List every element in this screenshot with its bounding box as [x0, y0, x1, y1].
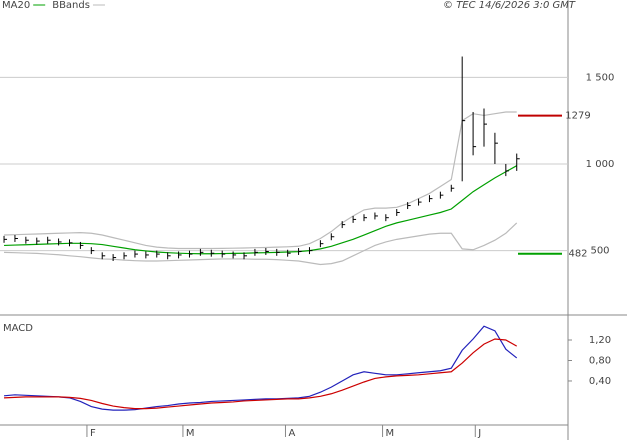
macd-line: [4, 338, 518, 410]
x-tick-label: M: [386, 428, 395, 439]
level-label: 1279: [565, 111, 590, 122]
copyright: © TEC 14/6/2026 3:0 GMT: [443, 0, 576, 11]
y-tick-label: 1,20: [589, 335, 611, 346]
indicator-line: [4, 165, 518, 255]
x-tick-label: A: [288, 428, 295, 439]
indicator-line: [4, 222, 518, 266]
macd-line: [3, 325, 518, 411]
x-tick-label: M: [186, 428, 195, 439]
level-label: 482: [568, 249, 587, 260]
y-tick-label: 500: [590, 246, 609, 257]
indicator-line: [4, 111, 517, 250]
y-tick-label: 1 500: [586, 72, 615, 83]
y-tick-label: 0,40: [589, 376, 611, 387]
x-tick-label: F: [90, 428, 96, 439]
panel-title: MACD: [3, 323, 33, 334]
legend-label: MA20: [2, 0, 30, 11]
y-tick-label: 1 000: [586, 159, 615, 170]
legend-label: BBands: [52, 0, 90, 11]
x-tick-label: J: [477, 428, 481, 439]
y-tick-label: 0,80: [589, 355, 611, 366]
